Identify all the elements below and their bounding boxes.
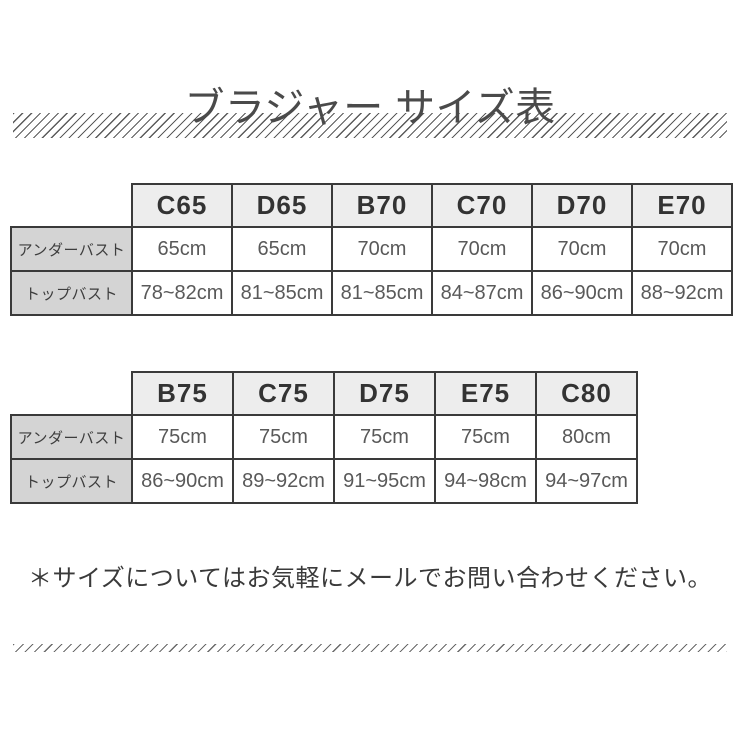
size-cell: 75cm [232, 414, 335, 460]
row-label-underbust: アンダーバスト [10, 226, 133, 272]
size-cell: 89~92cm [232, 458, 335, 504]
size-cell: 75cm [333, 414, 436, 460]
page-title: ブラジャー サイズ表 [184, 86, 556, 130]
size-cell: 81~85cm [231, 270, 333, 316]
corner-spacer [11, 372, 132, 415]
size-cell: 94~98cm [434, 458, 537, 504]
size-cell: 70cm [331, 226, 433, 272]
footer-note: ＊サイズについてはお気軽にメールでお問い合わせください。 [27, 566, 713, 592]
size-cell: 94~97cm [535, 458, 638, 504]
size-cell: 91~95cm [333, 458, 436, 504]
column-header: C65 [131, 183, 233, 228]
table-row-underbust: アンダーバスト 75cm 75cm 75cm 75cm 80cm [10, 414, 638, 460]
size-cell: 65cm [131, 226, 233, 272]
row-label-topbust: トップバスト [10, 270, 133, 316]
table-row-header: C65 D65 B70 C70 D70 E70 [11, 183, 733, 228]
size-cell: 75cm [131, 414, 234, 460]
size-cell: 70cm [531, 226, 633, 272]
corner-spacer [11, 184, 132, 227]
column-header: B70 [331, 183, 433, 228]
table-row-topbust: トップバスト 86~90cm 89~92cm 91~95cm 94~98cm 9… [10, 458, 638, 504]
table-row-underbust: アンダーバスト 65cm 65cm 70cm 70cm 70cm 70cm [10, 226, 733, 272]
size-cell: 78~82cm [131, 270, 233, 316]
column-header: C80 [535, 371, 638, 416]
size-cell: 70cm [431, 226, 533, 272]
bottom-hatch-rule [13, 644, 727, 652]
size-cell: 86~90cm [131, 458, 234, 504]
table-row-header: B75 C75 D75 E75 C80 [11, 371, 638, 416]
row-label-topbust: トップバスト [10, 458, 133, 504]
size-cell: 88~92cm [631, 270, 733, 316]
size-table-1: C65 D65 B70 C70 D70 E70 アンダーバスト 65cm 65c… [10, 183, 733, 316]
column-header: C70 [431, 183, 533, 228]
size-cell: 80cm [535, 414, 638, 460]
column-header: E70 [631, 183, 733, 228]
column-header: B75 [131, 371, 234, 416]
size-cell: 81~85cm [331, 270, 433, 316]
size-table-2: B75 C75 D75 E75 C80 アンダーバスト 75cm 75cm 75… [10, 371, 638, 504]
title-hatch-band [13, 113, 727, 138]
column-header: D70 [531, 183, 633, 228]
column-header: E75 [434, 371, 537, 416]
size-cell: 86~90cm [531, 270, 633, 316]
size-cell: 84~87cm [431, 270, 533, 316]
size-cell: 75cm [434, 414, 537, 460]
row-label-underbust: アンダーバスト [10, 414, 133, 460]
column-header: D75 [333, 371, 436, 416]
size-cell: 65cm [231, 226, 333, 272]
column-header: C75 [232, 371, 335, 416]
table-row-topbust: トップバスト 78~82cm 81~85cm 81~85cm 84~87cm 8… [10, 270, 733, 316]
column-header: D65 [231, 183, 333, 228]
size-cell: 70cm [631, 226, 733, 272]
